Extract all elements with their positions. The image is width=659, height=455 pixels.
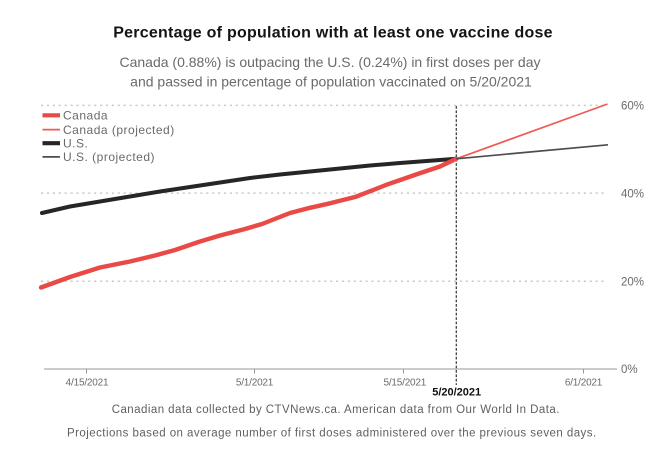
- svg-text:Canadian data collected by CTV: Canadian data collected by CTVNews.ca. A…: [112, 404, 560, 416]
- svg-text:6/1/2021: 6/1/2021: [565, 378, 603, 389]
- svg-text:40%: 40%: [621, 188, 644, 200]
- svg-text:20%: 20%: [621, 276, 644, 288]
- svg-text:and passed in percentage of po: and passed in percentage of population v…: [130, 74, 532, 90]
- svg-text:0%: 0%: [621, 364, 638, 376]
- svg-text:Canada: Canada: [63, 109, 108, 123]
- svg-text:U.S.: U.S.: [63, 137, 88, 151]
- svg-text:5/15/2021: 5/15/2021: [383, 378, 426, 389]
- svg-text:4/15/2021: 4/15/2021: [66, 378, 109, 389]
- svg-text:Projections based on average n: Projections based on average number of f…: [67, 427, 597, 439]
- svg-text:Canada (0.88%) is outpacing th: Canada (0.88%) is outpacing the U.S. (0.…: [120, 54, 541, 70]
- svg-text:60%: 60%: [621, 101, 644, 113]
- svg-text:Percentage of population with: Percentage of population with at least o…: [113, 25, 553, 42]
- svg-text:Canada (projected): Canada (projected): [63, 123, 175, 137]
- svg-text:5/20/2021: 5/20/2021: [432, 386, 481, 398]
- svg-text:U.S. (projected): U.S. (projected): [63, 150, 155, 164]
- svg-text:5/1/2021: 5/1/2021: [236, 378, 274, 389]
